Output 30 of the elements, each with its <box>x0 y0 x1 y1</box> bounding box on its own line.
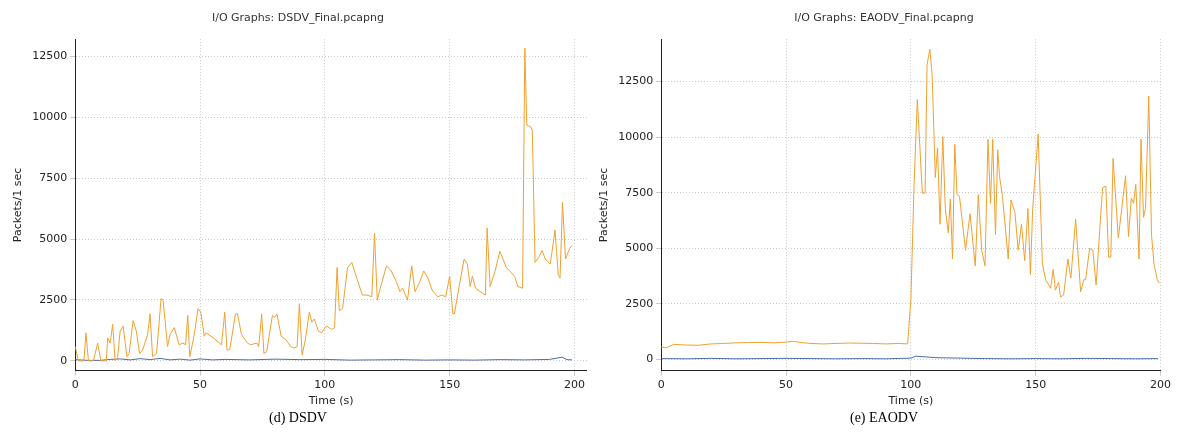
x-axis-title: Time (s) <box>307 394 354 408</box>
x-tick-label: 50 <box>779 378 794 392</box>
y-axis-title: Packets/1 sec <box>11 167 25 243</box>
x-tick-label: 0 <box>71 378 79 392</box>
y-tick-label: 5000 <box>625 241 654 255</box>
y-tick-label: 7500 <box>625 185 654 199</box>
x-tick-label: 50 <box>193 378 208 392</box>
x-tick-label: 150 <box>1025 378 1047 392</box>
y-tick-label: 10000 <box>618 129 654 143</box>
y-tick-label: 2500 <box>39 292 68 306</box>
x-tick-label: 100 <box>314 378 336 392</box>
x-axis-title: Time (s) <box>887 394 934 408</box>
y-tick-label: 12500 <box>618 74 654 88</box>
x-tick-label: 150 <box>439 378 461 392</box>
x-tick-label: 0 <box>657 378 665 392</box>
text: (e) EAODV <box>849 410 919 426</box>
x-tick-label: 200 <box>1150 378 1171 392</box>
y-tick-label: 7500 <box>39 170 68 184</box>
x-tick-label: 100 <box>900 378 922 392</box>
y-tick-label: 10000 <box>32 110 68 124</box>
y-axis-title: Packets/1 sec <box>597 167 611 243</box>
x-tick-label: 200 <box>564 378 585 392</box>
y-tick-label: 0 <box>646 352 654 366</box>
y-tick-label: 0 <box>60 353 68 367</box>
chart-title: I/O Graphs: EAODV_Final.pcapng <box>794 11 974 25</box>
text: (d) DSDV <box>268 410 328 426</box>
chart-title: I/O Graphs: DSDV_Final.pcapng <box>211 11 385 25</box>
y-tick-label: 5000 <box>39 231 68 245</box>
y-tick-label: 2500 <box>625 296 654 310</box>
y-tick-label: 12500 <box>32 49 68 63</box>
